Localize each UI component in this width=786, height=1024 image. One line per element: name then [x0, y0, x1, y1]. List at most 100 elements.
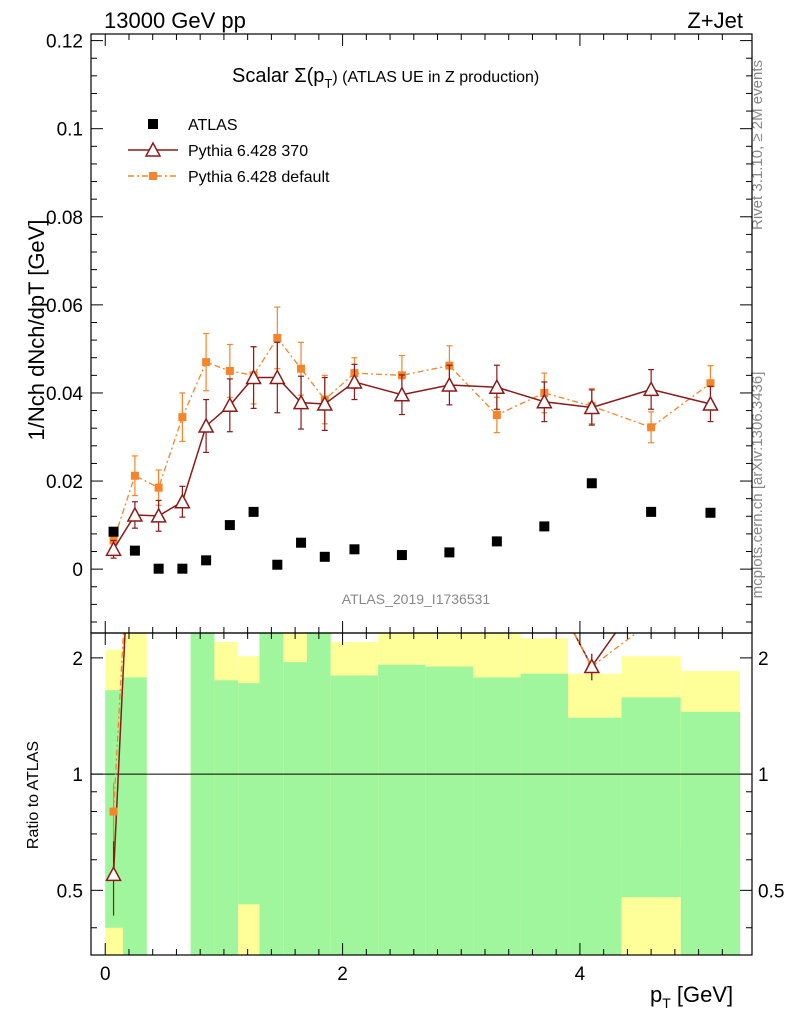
ratio-y-tick-label: 2: [72, 649, 83, 670]
x-tick-label: 0: [100, 964, 111, 985]
band-green: [621, 697, 681, 898]
band-green: [259, 633, 284, 955]
point-p370: [150, 507, 167, 523]
point-pdef: [130, 471, 139, 480]
point-p370: [126, 506, 144, 522]
point-pdef: [202, 358, 211, 367]
ratio-point-pdef: [109, 807, 118, 816]
ratio-point-p370: [644, 575, 658, 588]
point-atlas: [153, 563, 164, 574]
band-green: [425, 666, 474, 955]
point-atlas: [586, 478, 597, 489]
band-green: [306, 633, 331, 955]
point-p370: [441, 376, 458, 392]
point-p370: [221, 396, 239, 413]
point-atlas: [396, 550, 407, 561]
ratio-y-tick-label: 1: [72, 765, 83, 786]
ratio-y-axis-label: Ratio to ATLAS: [25, 741, 42, 849]
ratio-marks: [105, 418, 658, 916]
plot-title: Scalar Σ(pT) (ATLAS UE in Z production): [232, 65, 539, 91]
process-label: Z+Jet: [687, 8, 743, 33]
ratio-point-p370: [583, 657, 601, 674]
point-p370: [269, 368, 286, 385]
point-pdef: [647, 423, 656, 432]
band-green: [190, 633, 215, 955]
main-y-tick-label: 0.06: [46, 296, 83, 317]
point-atlas: [319, 551, 330, 562]
point-atlas: [646, 506, 657, 517]
point-pdef: [225, 366, 234, 375]
ratio-point-pdef: [647, 618, 655, 626]
ratio-line-pdef: [573, 633, 593, 667]
point-p370: [583, 398, 601, 415]
point-atlas: [248, 506, 259, 517]
point-atlas: [272, 559, 283, 570]
series-line-p370: [112, 376, 711, 550]
ratio-y-tick-label-right: 2: [758, 649, 769, 670]
source-label: mcplots.cern.ch [arXiv:1306.3436]: [749, 372, 766, 599]
legend-label-atlas: ATLAS: [188, 117, 238, 134]
ratio-y-tick-label-right: 0.5: [758, 881, 784, 902]
main-y-tick-label: 0: [72, 560, 83, 581]
point-atlas: [108, 526, 119, 537]
main-y-tick-label: 0.02: [46, 472, 83, 493]
point-atlas: [349, 544, 360, 555]
main-y-axis-label: 1/Nch dNch/dpT [GeV]: [24, 220, 49, 441]
ratio-point-p370: [105, 865, 122, 882]
band-green: [238, 683, 260, 905]
legend-label-pdef: Pythia 6.428 default: [188, 169, 330, 186]
point-p370: [536, 393, 553, 409]
rivet-label: Rivet 3.1.10, ≥ 2M events: [749, 60, 766, 230]
main-y-tick-label: 0.04: [46, 384, 83, 405]
ratio-point-p370: [128, 418, 142, 431]
band-green: [568, 717, 622, 955]
ratio-y-tick-label-right: 1: [758, 765, 769, 786]
point-pdef: [178, 413, 187, 422]
point-atlas: [224, 520, 235, 531]
point-pdef: [273, 333, 282, 342]
band-green: [330, 675, 379, 955]
point-atlas: [201, 555, 212, 566]
ratio-line-p370: [591, 633, 617, 667]
point-atlas: [705, 507, 716, 518]
band-green: [473, 677, 521, 955]
main-y-tick-label: 0.1: [57, 120, 83, 141]
band-green: [680, 711, 741, 955]
point-p370: [245, 368, 262, 385]
point-p370: [346, 373, 363, 389]
point-atlas: [539, 521, 550, 532]
point-p370: [105, 540, 122, 557]
analysis-label: ATLAS_2019_I1736531: [342, 591, 491, 607]
point-atlas: [296, 537, 307, 548]
point-p370: [292, 394, 310, 410]
ratio-bands: [105, 633, 741, 955]
point-pdef: [154, 483, 163, 492]
point-p370: [702, 395, 719, 411]
x-axis-label: pT [GeV]: [650, 982, 733, 1011]
main-y-tick-label: 0.08: [46, 208, 83, 229]
point-p370: [316, 395, 334, 411]
point-pdef: [297, 364, 306, 373]
point-atlas: [491, 536, 502, 547]
point-p370: [174, 493, 191, 509]
point-atlas: [444, 547, 455, 558]
point-atlas: [129, 545, 140, 556]
legend-label-p370: Pythia 6.428 370: [188, 143, 308, 160]
band-green: [123, 677, 147, 955]
main-marks: [105, 306, 719, 574]
legend-marker-p370: [144, 141, 162, 157]
x-tick-label: 2: [337, 964, 348, 985]
series-line-pdef: [112, 336, 711, 541]
energy-label: 13000 GeV pp: [104, 8, 246, 33]
point-p370: [393, 386, 411, 402]
point-pdef: [706, 379, 715, 388]
band-green: [283, 662, 307, 955]
main-y-tick-label: 0.12: [46, 32, 83, 53]
band-green: [378, 664, 426, 955]
ratio-point-pdef: [131, 421, 139, 429]
legend: ATLAS Pythia 6.428 370 Pythia 6.428 defa…: [128, 117, 330, 186]
point-p370: [488, 378, 506, 394]
chart-marks: 0 0.02 0.04 0.06 0.08 0.1 0.12 0 2 4 0.5 0.5 1 1 2 2: [46, 32, 784, 985]
ratio-line-p370: [112, 633, 126, 875]
